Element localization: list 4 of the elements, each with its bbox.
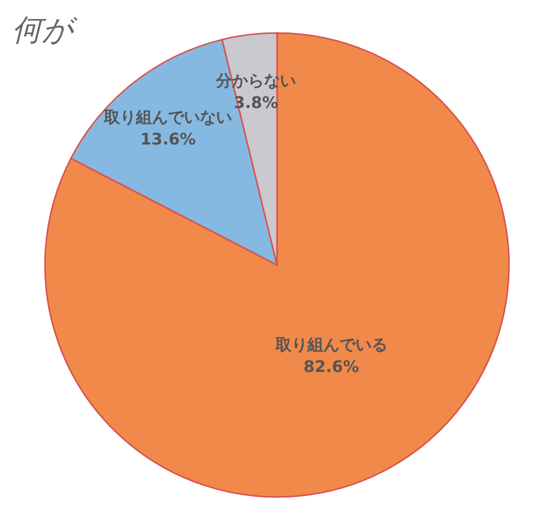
slice-label: 取り組んでいない	[103, 107, 232, 126]
data-label: 13.6%	[140, 129, 196, 148]
data-label: 82.6%	[304, 357, 360, 376]
slice-label: 取り組んでいる	[274, 335, 388, 354]
